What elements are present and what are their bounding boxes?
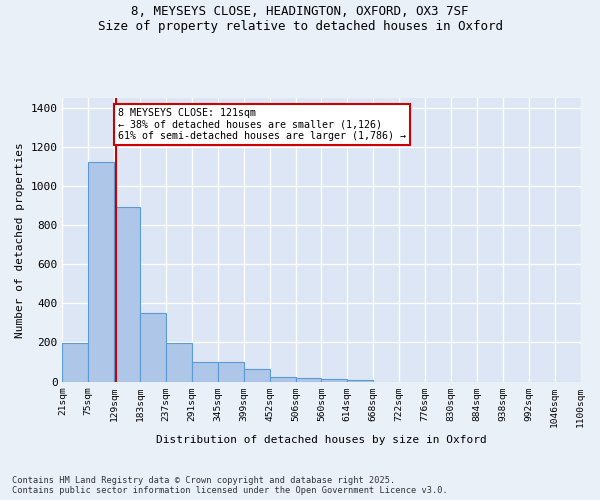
Bar [166, 344, 192, 382]
Text: Contains HM Land Registry data © Crown copyright and database right 2025.
Contai: Contains HM Land Registry data © Crown c… [12, 476, 448, 495]
Bar [218, 362, 244, 382]
Bar [296, 378, 322, 382]
Bar [140, 313, 166, 382]
X-axis label: Distribution of detached houses by size in Oxford: Distribution of detached houses by size … [156, 435, 487, 445]
Bar [347, 380, 373, 382]
Bar [62, 344, 88, 382]
Y-axis label: Number of detached properties: Number of detached properties [15, 142, 25, 338]
Bar [269, 376, 296, 382]
Bar [244, 369, 269, 382]
Text: 8 MEYSEYS CLOSE: 121sqm
← 38% of detached houses are smaller (1,126)
61% of semi: 8 MEYSEYS CLOSE: 121sqm ← 38% of detache… [118, 108, 406, 141]
Bar [88, 162, 114, 382]
Bar [322, 378, 347, 382]
Text: 8, MEYSEYS CLOSE, HEADINGTON, OXFORD, OX3 7SF
Size of property relative to detac: 8, MEYSEYS CLOSE, HEADINGTON, OXFORD, OX… [97, 5, 503, 33]
Bar [114, 206, 140, 382]
Bar [192, 362, 218, 382]
